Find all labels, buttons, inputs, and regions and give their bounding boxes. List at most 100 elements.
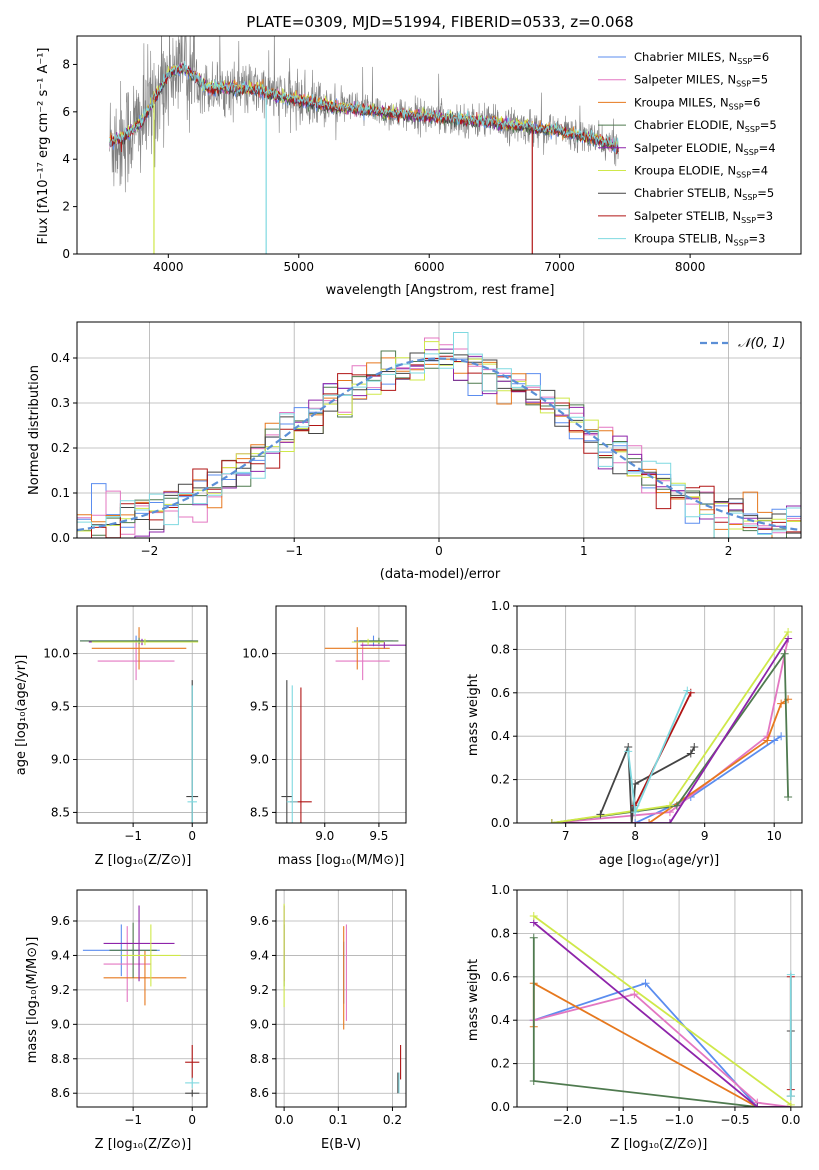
data-point-marker [786, 1100, 795, 1107]
series-line-chabrier_miles [533, 982, 791, 1107]
spectrum-panel: wavelength [Angstrom, rest frame] Flux [… [36, 35, 802, 298]
data-point-marker [777, 699, 786, 708]
plot-area [547, 628, 793, 823]
model-spectrum-kroupa_stelib [109, 60, 619, 153]
age-vs-Z-ylabel: age [log₁₀(age/yr)] [14, 655, 29, 776]
x-tick-label: −1.5 [609, 1113, 638, 1127]
legend-label: Kroupa STELIB, NSSP=3 [634, 232, 765, 248]
x-tick-label: −1.0 [664, 1113, 693, 1127]
y-tick-label: 9.5 [51, 700, 70, 714]
x-tick-label: 8 [631, 829, 639, 843]
y-tick-label: 8.5 [250, 805, 269, 819]
y-tick-label: 0.6 [491, 686, 510, 700]
data-point-marker [686, 749, 695, 758]
errorbar-point-kroupa_miles [324, 627, 390, 670]
data-point-marker [665, 801, 674, 810]
data-point-marker [784, 792, 793, 801]
x-tick-label: −2.0 [553, 1113, 582, 1127]
y-tick-label: 0.0 [491, 1100, 510, 1114]
legend-label: Chabrier STELIB, NSSP=5 [634, 186, 774, 202]
spectrum-legend: Chabrier MILES, NSSP=6 Salpeter MILES, NS… [598, 50, 777, 248]
y-tick-label: 9.0 [250, 1017, 269, 1031]
errorbar-point-chabrier_stelib [281, 680, 293, 823]
y-tick-label: 9.6 [51, 914, 70, 928]
x-tick-label: 9 [701, 829, 709, 843]
legend-label: Salpeter STELIB, NSSP=3 [634, 209, 773, 225]
x-tick-label: 10 [767, 829, 782, 843]
legend-label: 𝒩(0, 1) [738, 336, 785, 351]
y-tick-label: 0.2 [491, 1057, 510, 1071]
errorbar-point-salpeter_stelib [185, 1045, 200, 1080]
axes-frame [516, 889, 803, 1108]
y-tick-label: 8.6 [51, 1086, 70, 1100]
axes-frame [275, 605, 407, 824]
x-tick-label: −1 [124, 1113, 142, 1127]
y-tick-label: 0.0 [51, 531, 70, 545]
mass-vs-ebv-xlabel: E(B-V) [321, 1137, 361, 1152]
y-tick-label: 0.8 [491, 642, 510, 656]
y-tick-label: 8.5 [51, 805, 70, 819]
y-tick-label: 10.0 [242, 647, 269, 661]
x-tick-label: 2 [725, 544, 733, 558]
y-tick-label: 9.2 [250, 983, 269, 997]
errorbar-point-kroupa_stelib [286, 685, 298, 823]
data-point-marker [529, 933, 538, 942]
residuals-xlabel: (data-model)/error [380, 567, 501, 582]
axes: −2.0 −1.5 −1.0 −0.5 0.0 0.0 0.2 0.4 0.6 0.8 1.0 [491, 883, 803, 1127]
x-tick-label: 0.0 [781, 1113, 800, 1127]
plot-area [79, 627, 199, 823]
spectrum-ylabel: Flux [fλ10⁻¹⁷ erg cm⁻² s⁻¹ A⁻¹] [36, 48, 51, 245]
errorbar-point-salpeter_elodie [103, 905, 175, 982]
data-point-marker [631, 808, 640, 817]
y-tick-label: 8.8 [51, 1052, 70, 1066]
massweight-vs-age-xlabel: age [log₁₀(age/yr)] [599, 853, 720, 868]
data-point-marker [627, 819, 636, 823]
legend-label: Chabrier ELODIE, NSSP=5 [634, 118, 777, 134]
errorbar-point-kroupa_miles [103, 950, 187, 1006]
axes-frame [76, 605, 208, 824]
data-point-marker [645, 819, 654, 823]
plot-area [109, 36, 619, 254]
figure-title: PLATE=0309, MJD=51994, FIBERID=0533, z=0… [246, 13, 633, 31]
axes: −2 −1 0 1 2 0.0 0.1 0.2 0.3 0.4 [51, 321, 802, 558]
legend-label: Salpeter ELODIE, NSSP=4 [634, 141, 776, 157]
spectrum-xlabel: wavelength [Angstrom, rest frame] [326, 283, 555, 298]
x-tick-label: −0.5 [720, 1113, 749, 1127]
data-point-marker [641, 979, 650, 988]
y-tick-label: 9.0 [250, 752, 269, 766]
y-tick-label: 1.0 [491, 599, 510, 613]
plot-area [77, 332, 801, 538]
data-point-marker [784, 628, 793, 637]
x-tick-label: 9.0 [315, 829, 334, 843]
residuals-ylabel: Normed distribution [27, 365, 42, 495]
data-point-marker [630, 990, 639, 999]
data-point-marker [780, 649, 789, 658]
data-point-marker [672, 801, 681, 810]
errorbar-point-kroupa_elodie [91, 638, 199, 646]
y-tick-label: 0.2 [491, 773, 510, 787]
age-vs-Z-panel: Z [log₁₀(Z/Z⊙)] age [log₁₀(age/yr)] −1 0 8… [14, 605, 208, 868]
y-tick-label: 1.0 [491, 883, 510, 897]
series-line-salpeter_miles [533, 993, 791, 1107]
y-tick-label: 0.4 [51, 351, 70, 365]
y-tick-label: 0.8 [491, 926, 510, 940]
data-point-marker [529, 1076, 538, 1085]
massweight-vs-age-panel: age [log₁₀(age/yr)] mass weight 7 8 9 10 0.0… [466, 599, 803, 868]
y-tick-label: 9.4 [51, 948, 70, 962]
y-tick-label: 0.4 [491, 1013, 510, 1027]
axes-frame [275, 889, 407, 1108]
y-tick-label: 9.0 [51, 752, 70, 766]
x-tick-label: 9.5 [369, 829, 388, 843]
residuals-panel: (data-model)/error Normed distribution −… [27, 321, 802, 582]
legend-label: Kroupa MILES, NSSP=6 [634, 95, 760, 111]
massweight-vs-age-ylabel: mass weight [466, 674, 481, 756]
data-point-marker [547, 819, 556, 823]
errorbar-point-chabrier_elodie [359, 637, 399, 645]
legend-label: Kroupa ELODIE, NSSP=4 [634, 164, 768, 180]
axes: −1 0 8.5 9.0 9.5 10.0 [43, 605, 208, 843]
data-point-marker [786, 970, 795, 979]
mass-vs-Z-panel: Z [log₁₀(Z/Z⊙)] mass [log₁₀(M/M⊙)] −1 0 8.… [25, 889, 208, 1152]
y-tick-label: 9.2 [51, 983, 70, 997]
data-point-marker [596, 810, 605, 819]
